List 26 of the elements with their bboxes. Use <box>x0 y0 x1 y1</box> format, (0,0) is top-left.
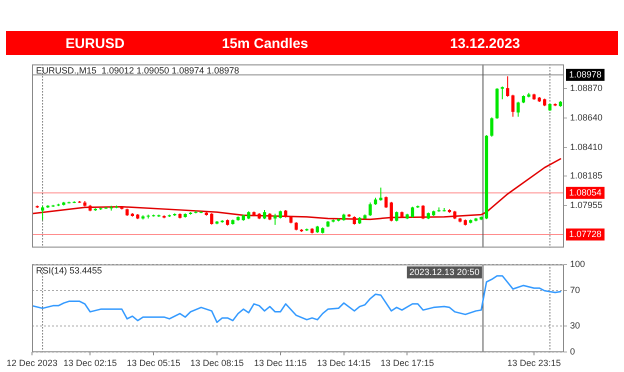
ref-line-label: 1.07728 <box>569 228 602 239</box>
y-tick-label: 1.08185 <box>570 170 603 181</box>
x-tick-label: 13 Dec 02:15 <box>63 358 117 368</box>
x-tick-label: 13 Dec 11:15 <box>254 358 307 368</box>
x-tick-label: 12 Dec 2023 <box>6 358 58 368</box>
chart-subtitle: 15m Candles <box>222 34 308 53</box>
y-tick-label: 1.08640 <box>570 112 603 123</box>
x-tick-label: 13 Dec 05:15 <box>126 358 180 368</box>
y-tick-label: 1.08410 <box>570 142 603 152</box>
chart-title: EURUSD <box>65 34 125 53</box>
y-tick-label: 30 <box>570 320 580 330</box>
text: 13.12.2023 <box>450 34 520 53</box>
annotation: RSI(14) 53.4455 <box>36 265 102 276</box>
x-tick-label: 13 Dec 17:15 <box>380 358 434 368</box>
x-tick-label: 13 Dec 23:15 <box>507 358 561 368</box>
x-tick-label: 13 Dec 14:15 <box>317 358 371 368</box>
ref-line-label: 2023.12.13 20:50 <box>409 266 480 277</box>
y-tick-label: 1.07955 <box>570 200 603 210</box>
ref-line-label: 1.08054 <box>569 187 602 198</box>
x-tick-label: 13 Dec 08:15 <box>190 358 244 368</box>
y-tick-label: 100 <box>570 258 586 269</box>
annotation: EURUSD.,M15 1.09012 1.09050 1.08974 1.08978 <box>36 65 240 76</box>
ref-line-label: 1.08978 <box>569 69 602 80</box>
y-tick-label: 0 <box>570 346 576 357</box>
y-tick-label: 1.08870 <box>570 83 603 94</box>
y-tick-label: 70 <box>570 285 580 296</box>
